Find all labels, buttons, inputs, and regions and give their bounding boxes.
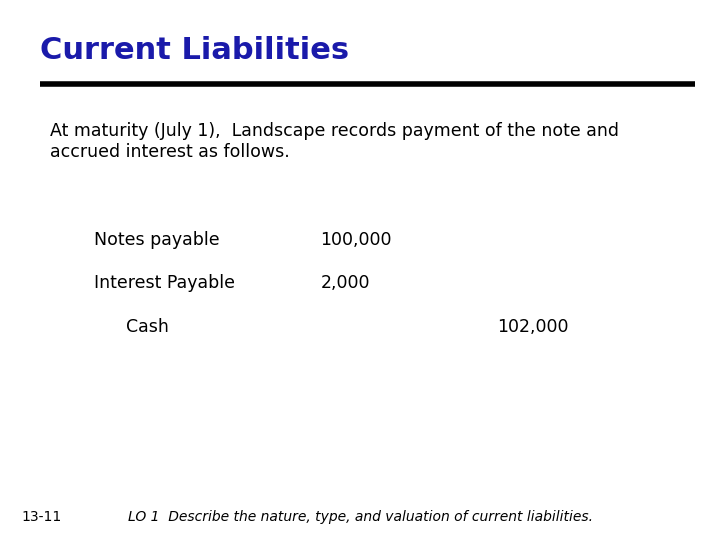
Text: At maturity (July 1),  Landscape records payment of the note and: At maturity (July 1), Landscape records … <box>50 122 619 139</box>
Text: accrued interest as follows.: accrued interest as follows. <box>50 143 290 161</box>
Text: 13-11: 13-11 <box>22 510 62 524</box>
Text: Notes payable: Notes payable <box>94 231 219 249</box>
Text: 100,000: 100,000 <box>320 231 392 249</box>
Text: Interest Payable: Interest Payable <box>94 274 235 293</box>
Text: 2,000: 2,000 <box>320 274 370 293</box>
Text: Cash: Cash <box>126 318 169 336</box>
Text: Current Liabilities: Current Liabilities <box>40 36 348 65</box>
Text: 102,000: 102,000 <box>497 318 568 336</box>
Text: LO 1  Describe the nature, type, and valuation of current liabilities.: LO 1 Describe the nature, type, and valu… <box>127 510 593 524</box>
